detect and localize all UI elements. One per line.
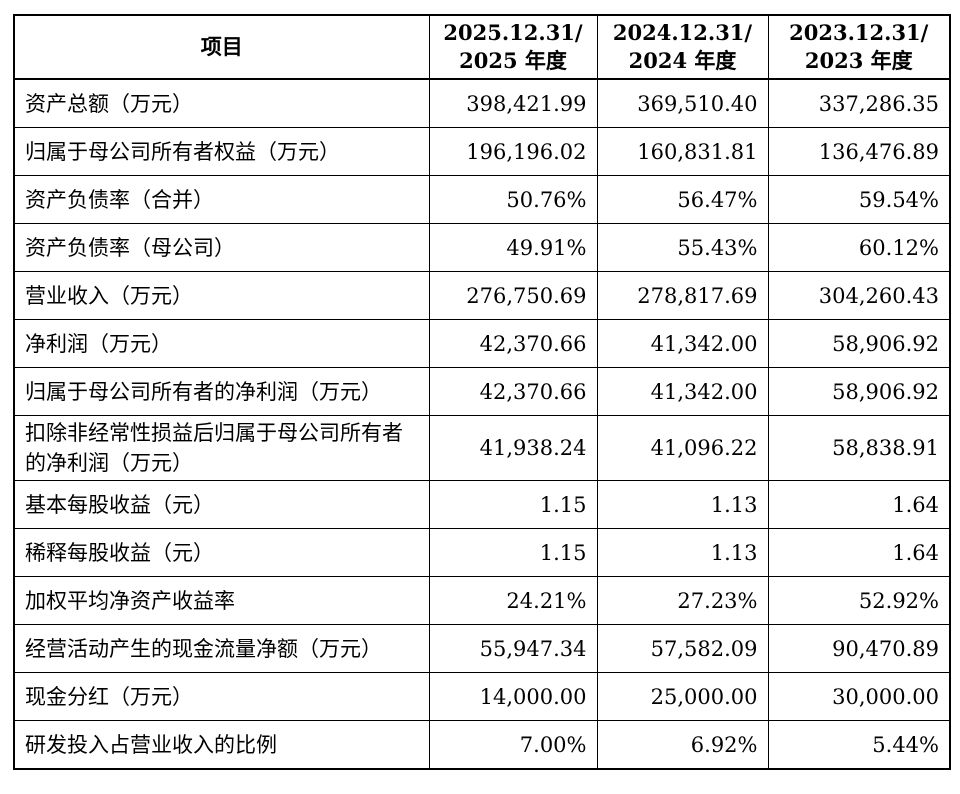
- row-label: 净利润（万元）: [13, 319, 430, 368]
- row-label: 基本每股收益（元）: [13, 480, 430, 529]
- header-period-2025-date: 2025.12.31/: [443, 20, 583, 45]
- row-label: 经营活动产生的现金流量净额（万元）: [13, 624, 430, 673]
- cell-value-2025: 14,000.00: [428, 672, 598, 721]
- table-row: 基本每股收益（元） 1.15 1.13 1.64: [13, 480, 951, 529]
- table-header-row: 项目 2025.12.31/ 2025 年度 2024.12.31/ 2024 …: [13, 14, 951, 80]
- cell-value-2024: 55.43%: [596, 223, 769, 272]
- cell-value-2023: 58,906.92: [767, 367, 951, 416]
- cell-value-2023: 58,838.91: [767, 415, 951, 481]
- cell-value-2025: 49.91%: [428, 223, 598, 272]
- cell-value-2024: 278,817.69: [596, 271, 769, 320]
- cell-value-2023: 30,000.00: [767, 672, 951, 721]
- table-row: 归属于母公司所有者的净利润（万元） 42,370.66 41,342.00 58…: [13, 367, 951, 416]
- table-row: 净利润（万元） 42,370.66 41,342.00 58,906.92: [13, 319, 951, 368]
- cell-value-2024: 160,831.81: [596, 127, 769, 176]
- cell-value-2023: 136,476.89: [767, 127, 951, 176]
- table-row: 资产负债率（母公司） 49.91% 55.43% 60.12%: [13, 223, 951, 272]
- row-label: 归属于母公司所有者权益（万元）: [13, 127, 430, 176]
- cell-value-2024: 57,582.09: [596, 624, 769, 673]
- row-label: 营业收入（万元）: [13, 271, 430, 320]
- cell-value-2024: 1.13: [596, 480, 769, 529]
- row-label: 归属于母公司所有者的净利润（万元）: [13, 367, 430, 416]
- financial-data-table: 项目 2025.12.31/ 2025 年度 2024.12.31/ 2024 …: [13, 14, 951, 770]
- header-period-2025-year: 2025 年度: [459, 48, 567, 73]
- cell-value-2025: 7.00%: [428, 720, 598, 770]
- table-row: 经营活动产生的现金流量净额（万元） 55,947.34 57,582.09 90…: [13, 624, 951, 673]
- cell-value-2025: 42,370.66: [428, 367, 598, 416]
- cell-value-2023: 1.64: [767, 528, 951, 577]
- table-row: 营业收入（万元） 276,750.69 278,817.69 304,260.4…: [13, 271, 951, 320]
- row-label: 资产总额（万元）: [13, 78, 430, 128]
- header-period-2025: 2025.12.31/ 2025 年度: [428, 14, 598, 80]
- table-row: 资产负债率（合并） 50.76% 56.47% 59.54%: [13, 175, 951, 224]
- header-period-2024-year: 2024 年度: [628, 48, 737, 73]
- cell-value-2023: 58,906.92: [767, 319, 951, 368]
- cell-value-2025: 50.76%: [428, 175, 598, 224]
- cell-value-2024: 27.23%: [596, 576, 769, 625]
- cell-value-2023: 337,286.35: [767, 78, 951, 128]
- table-row: 扣除非经常性损益后归属于母公司所有者的净利润（万元） 41,938.24 41,…: [13, 415, 951, 481]
- cell-value-2025: 1.15: [428, 528, 598, 577]
- cell-value-2024: 369,510.40: [596, 78, 769, 128]
- cell-value-2024: 41,342.00: [596, 367, 769, 416]
- cell-value-2024: 41,342.00: [596, 319, 769, 368]
- cell-value-2023: 60.12%: [767, 223, 951, 272]
- cell-value-2024: 25,000.00: [596, 672, 769, 721]
- header-period-2023-year: 2023 年度: [804, 48, 913, 73]
- cell-value-2025: 41,938.24: [428, 415, 598, 481]
- cell-value-2024: 6.92%: [596, 720, 769, 770]
- cell-value-2023: 90,470.89: [767, 624, 951, 673]
- cell-value-2025: 42,370.66: [428, 319, 598, 368]
- cell-value-2023: 304,260.43: [767, 271, 951, 320]
- table-row: 加权平均净资产收益率 24.21% 27.23% 52.92%: [13, 576, 951, 625]
- cell-value-2023: 5.44%: [767, 720, 951, 770]
- cell-value-2023: 59.54%: [767, 175, 951, 224]
- table-row: 归属于母公司所有者权益（万元） 196,196.02 160,831.81 13…: [13, 127, 951, 176]
- cell-value-2025: 196,196.02: [428, 127, 598, 176]
- table-row: 现金分红（万元） 14,000.00 25,000.00 30,000.00: [13, 672, 951, 721]
- cell-value-2024: 41,096.22: [596, 415, 769, 481]
- row-label: 研发投入占营业收入的比例: [13, 720, 430, 770]
- row-label: 资产负债率（母公司）: [13, 223, 430, 272]
- cell-value-2024: 56.47%: [596, 175, 769, 224]
- header-period-2023: 2023.12.31/ 2023 年度: [767, 14, 951, 80]
- cell-value-2025: 398,421.99: [428, 78, 598, 128]
- cell-value-2023: 52.92%: [767, 576, 951, 625]
- header-period-2024-date: 2024.12.31/: [612, 20, 753, 45]
- row-label: 稀释每股收益（元）: [13, 528, 430, 577]
- table-row: 资产总额（万元） 398,421.99 369,510.40 337,286.3…: [13, 78, 951, 128]
- cell-value-2025: 276,750.69: [428, 271, 598, 320]
- header-item: 项目: [13, 14, 430, 80]
- cell-value-2024: 1.13: [596, 528, 769, 577]
- cell-value-2025: 1.15: [428, 480, 598, 529]
- cell-value-2025: 24.21%: [428, 576, 598, 625]
- cell-value-2025: 55,947.34: [428, 624, 598, 673]
- table-row: 研发投入占营业收入的比例 7.00% 6.92% 5.44%: [13, 720, 951, 770]
- row-label: 扣除非经常性损益后归属于母公司所有者的净利润（万元）: [13, 415, 430, 481]
- row-label: 资产负债率（合并）: [13, 175, 430, 224]
- row-label: 现金分红（万元）: [13, 672, 430, 721]
- header-period-2023-date: 2023.12.31/: [789, 20, 929, 45]
- cell-value-2023: 1.64: [767, 480, 951, 529]
- header-period-2024: 2024.12.31/ 2024 年度: [596, 14, 769, 80]
- table-row: 稀释每股收益（元） 1.15 1.13 1.64: [13, 528, 951, 577]
- row-label: 加权平均净资产收益率: [13, 576, 430, 625]
